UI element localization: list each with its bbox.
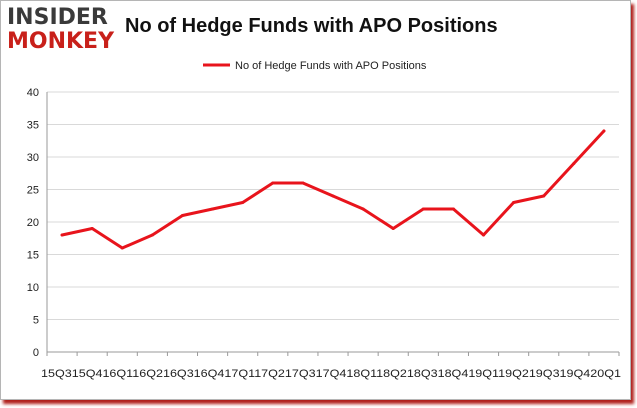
y-tick-label: 35 (27, 120, 39, 132)
y-tick-label: 10 (27, 282, 39, 294)
y-tick-label: 15 (27, 250, 39, 262)
data-point (391, 227, 395, 230)
y-tick-label: 25 (27, 185, 39, 197)
data-point (361, 207, 365, 211)
data-point (90, 227, 94, 230)
y-tick-label: 5 (33, 315, 39, 327)
data-point (150, 233, 154, 237)
data-point (60, 233, 64, 237)
y-tick-label: 0 (33, 347, 39, 359)
data-point (241, 201, 245, 204)
data-point (602, 129, 606, 133)
data-point (451, 207, 455, 211)
chart-title: No of Hedge Funds with APO Positions (125, 15, 498, 37)
data-point (120, 246, 124, 250)
data-point (572, 162, 576, 165)
logo-text-bottom: MONKEY (7, 29, 115, 54)
x-tick-labels: 15Q315Q416Q116Q216Q316Q417Q117Q217Q317Q4… (41, 368, 621, 380)
line-chart: 0 5 10 15 20 25 30 35 40 15Q315Q416Q116Q216Q316Q4… (27, 60, 621, 380)
data-point (542, 194, 546, 198)
insider-monkey-logo: INSIDER MONKEY (7, 5, 119, 53)
data-point (211, 207, 215, 211)
data-point (301, 181, 305, 185)
data-point (331, 194, 335, 198)
data-point (180, 214, 184, 217)
data-point (512, 201, 516, 204)
y-tick-label: 40 (27, 87, 39, 99)
legend-label: No of Hedge Funds with APO Positions (235, 60, 427, 72)
y-tick-label: 30 (27, 152, 39, 164)
y-tick-label: 20 (27, 217, 39, 229)
chart-frame: INSIDER MONKEY No of Hedge Funds with AP… (0, 0, 631, 400)
data-point (421, 207, 425, 211)
data-point (271, 181, 275, 185)
data-point (482, 233, 486, 237)
logo-text-top: INSIDER (7, 5, 108, 30)
